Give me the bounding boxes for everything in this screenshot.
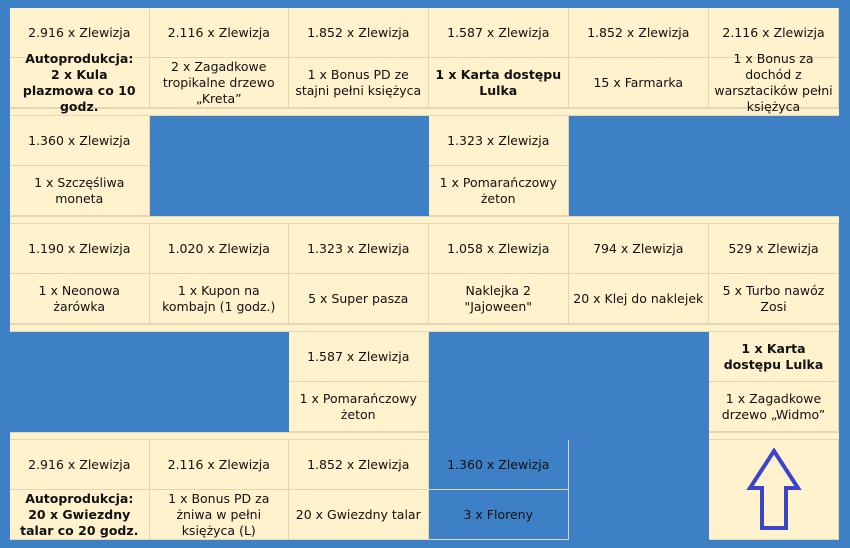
reward-cell: Naklejka 2 "Jajoween" <box>429 274 569 324</box>
grid-line <box>10 432 839 433</box>
price-cell: 1.360 x Zlewizja <box>429 440 569 490</box>
reward-cell: 1 x Bonus PD ze stajni pełni księżyca <box>289 58 429 108</box>
reward-cell: 15 x Farmarka <box>569 58 709 108</box>
reward-cell: Autoprodukcja: 20 x Gwiezdny talar co 20… <box>10 490 150 540</box>
grid-line <box>10 324 839 325</box>
price-cell: 2.116 x Zlewizja <box>709 8 839 58</box>
price-cell: 794 x Zlewizja <box>569 224 709 274</box>
reward-grid: 2.916 x Zlewizja Autoprodukcja: 2 x Kula … <box>10 8 839 540</box>
price-cell: 1 x Karta dostępu Lulka <box>709 332 839 382</box>
reward-cell: 1 x Bonus za dochód z warsztacików pełni… <box>709 51 839 114</box>
price-cell: 1.323 x Zlewizja <box>289 224 429 274</box>
price-cell: 1.852 x Zlewizja <box>289 440 429 490</box>
empty-cell <box>149 116 429 216</box>
up-arrow-icon <box>745 447 802 530</box>
price-cell: 529 x Zlewizja <box>709 224 839 274</box>
grid-line <box>10 223 839 224</box>
price-cell: 1.587 x Zlewizja <box>429 8 569 58</box>
reward-cell: 1 x Karta dostępu Lulka <box>429 58 569 108</box>
reward-cell: 20 x Gwiezdny talar <box>289 490 429 540</box>
price-cell: 2.916 x Zlewizja <box>10 440 150 490</box>
reward-cell: Autoprodukcja: 2 x Kula plazmowa co 10 g… <box>10 51 150 114</box>
grid-line <box>10 216 839 217</box>
reward-cell: 1 x Zagadkowe drzewo „Widmo” <box>709 382 839 432</box>
reward-cell: 20 x Klej do naklejek <box>569 274 709 324</box>
reward-cell: 1 x Bonus PD za żniwa w pełni księżyca (… <box>149 490 289 540</box>
reward-cell: 1 x Neonowa żarówka <box>10 274 150 324</box>
reward-cell: 5 x Super pasza <box>289 274 429 324</box>
empty-cell <box>429 332 709 540</box>
grid-line <box>10 115 839 116</box>
price-cell: 1.852 x Zlewizja <box>289 8 429 58</box>
price-cell: 1.852 x Zlewizja <box>569 8 709 58</box>
reward-cell: 1 x Szczęśliwa moneta <box>10 166 150 216</box>
empty-cell <box>569 116 839 216</box>
price-cell: 1.323 x Zlewizja <box>429 116 569 166</box>
reward-cell: 1 x Pomarańczowy żeton <box>289 382 429 432</box>
grid-line <box>10 439 839 440</box>
reward-cell: 2 x Zagadkowe tropikalne drzewo „Kreta” <box>149 58 289 108</box>
reward-cell: 5 x Turbo nawóz Zosi <box>709 274 839 324</box>
reward-cell: 3 x Floreny <box>429 490 569 540</box>
grid-line <box>10 331 839 332</box>
reward-cell: 1 x Kupon na kombajn (1 godz.) <box>149 274 289 324</box>
arrow-cell <box>709 440 839 540</box>
price-cell: 1.058 x Zlewizja <box>429 224 569 274</box>
reward-cell: 1 x Pomarańczowy żeton <box>429 166 569 216</box>
price-cell: 2.116 x Zlewizja <box>149 440 289 490</box>
price-cell: 1.020 x Zlewizja <box>149 224 289 274</box>
empty-cell <box>10 332 289 432</box>
price-cell: 1.190 x Zlewizja <box>10 224 150 274</box>
price-cell: 2.116 x Zlewizja <box>149 8 289 58</box>
price-cell: 1.587 x Zlewizja <box>289 332 429 382</box>
price-cell: 2.916 x Zlewizja <box>10 8 150 58</box>
grid-line <box>10 108 839 109</box>
price-cell: 1.360 x Zlewizja <box>10 116 150 166</box>
